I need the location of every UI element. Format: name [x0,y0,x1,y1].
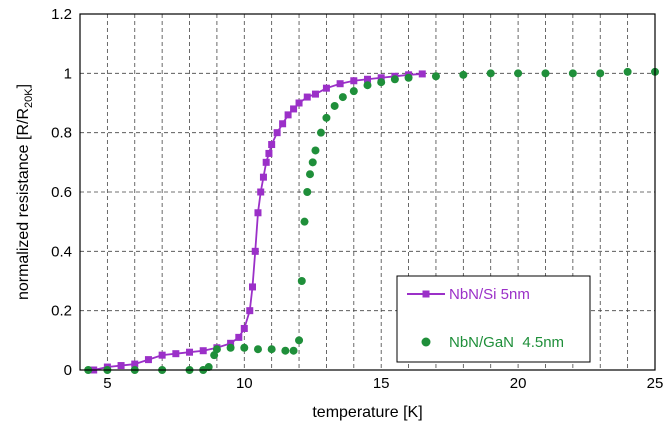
data-point [322,84,330,92]
data-point [303,93,311,101]
data-point [279,120,287,128]
x-tick-label: 10 [236,375,253,392]
x-axis-label: temperature [K] [312,404,422,421]
data-point [259,173,267,181]
data-point [284,111,292,119]
data-point [623,67,632,76]
data-point [377,74,385,82]
y-tick-label: 0.4 [51,243,72,260]
data-point [212,345,221,354]
x-tick-labels: 5 10 15 20 25 [103,375,663,392]
legend-label-nbn-gan: NbN/GaN 4.5nm [449,334,564,351]
data-point [541,69,550,78]
data-point [204,363,213,372]
data-point [297,277,306,285]
data-point [186,348,194,356]
data-point [253,345,262,354]
plot-frame [79,13,656,371]
data-point [431,72,440,81]
series-line [93,73,423,371]
data-point [262,158,270,166]
data-point [281,346,290,355]
data-point [390,75,399,84]
data-point [289,346,298,355]
data-point [330,101,339,110]
data-point [404,73,413,82]
data-point [240,324,248,332]
series-layer [84,67,659,374]
data-point [144,356,152,364]
data-point [363,81,372,90]
data-point [336,80,344,88]
data-point [418,70,426,78]
data-point [251,247,259,255]
data-point [254,209,262,217]
data-point [257,188,265,196]
data-point [265,149,273,157]
data-point [306,170,314,179]
data-point [311,146,320,155]
y-tick-labels: 0 0.2 0.4 0.6 0.8 1 1.2 [51,6,72,379]
y-tick-label: 1.2 [51,6,72,23]
legend-box [396,275,591,363]
data-point [295,99,303,107]
legend: NbN/Si 5nm NbN/GaN 4.5nm [396,275,591,363]
data-point [311,90,319,98]
data-point [338,93,347,102]
y-axis-label-sub: 20K [23,88,35,108]
data-point [295,336,304,345]
data-point [199,347,207,355]
data-point [226,343,235,352]
data-point [568,69,577,78]
data-point [350,77,358,85]
data-point [486,69,495,78]
legend-label-nbn-si: NbN/Si 5nm [449,286,530,303]
legend-marker-nbn-gan [421,337,431,347]
data-point [290,105,298,113]
data-point [300,217,309,226]
data-point [158,351,166,359]
data-point [172,350,180,358]
data-point [377,78,386,87]
data-point [268,141,276,149]
data-point [303,188,312,196]
data-point [249,283,256,291]
data-point [459,70,468,79]
x-tick-label: 20 [510,375,527,392]
data-point [316,128,325,137]
y-tick-label: 0.8 [51,125,72,142]
data-point [349,87,358,96]
data-point [267,345,276,354]
data-point [235,333,243,341]
legend-marker-nbn-si [422,290,430,298]
data-point [322,113,331,122]
data-point [227,339,235,347]
data-point [273,129,281,137]
data-point [246,307,254,315]
y-axis-label-main: normalized resistance [R/R [15,108,32,300]
data-point [514,69,523,78]
data-point [210,351,219,360]
data-point [364,75,371,83]
data-point [240,343,249,352]
y-tick-label: 0 [64,362,72,379]
x-tick-label: 5 [103,375,111,392]
data-point [131,360,139,368]
data-point [596,69,605,78]
x-tick-label: 15 [373,375,390,392]
y-axis-label-end: ] [15,84,32,88]
y-axis-label: normalized resistance [R/R20K] [15,84,35,300]
data-point [308,158,317,167]
y-tick-label: 0.6 [51,184,72,201]
y-tick-label: 0.2 [51,303,72,320]
y-tick-label: 1 [64,65,72,82]
series-0 [90,70,426,374]
data-point [117,362,125,370]
x-tick-label: 25 [647,375,664,392]
